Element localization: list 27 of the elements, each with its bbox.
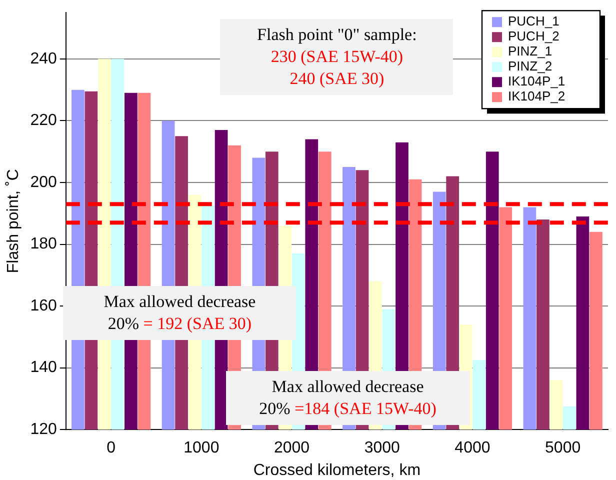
y-axis-title: Flash point, ˚C	[5, 169, 22, 274]
annotation: Max allowed decrease 20% =184 (SAE 15W-40)	[258, 376, 438, 418]
note-box: Max allowed decrease 20% =184 (SAE 15W-40)	[226, 371, 470, 426]
y-tick-label: 120	[30, 421, 57, 438]
legend-label: IK104P_2	[508, 88, 566, 104]
y-tick-label: 160	[30, 297, 57, 314]
x-tick-label: 1000	[184, 440, 220, 457]
y-tick-label: 140	[30, 359, 57, 376]
annotation: Max allowed decrease 20% = 192 (SAE 30)	[102, 290, 257, 333]
x-tick-label: 0	[106, 440, 116, 457]
x-tick-label: 4000	[454, 440, 490, 457]
annotation: Flash point "0" sample: 230 (SAE 15W-40) 240 (SAE 30)	[256, 24, 418, 90]
x-axis-title: Crossed kilometers, km	[253, 462, 421, 479]
legend-label: PUCH_1	[508, 14, 560, 29]
note-box: Flash point "0" sample: 230 (SAE 15W-40) 240 (SAE 30)	[220, 18, 454, 95]
note-box: Max allowed decrease 20% = 192 (SAE 30)	[63, 286, 296, 340]
x-tick-label: 2000	[274, 440, 310, 457]
legend-label: PINZ_2	[508, 58, 552, 74]
y-tick-label: 220	[30, 112, 57, 130]
y-tick-label: 180	[30, 236, 57, 253]
legend-label: PINZ_1	[508, 44, 552, 59]
y-tick-label: 200	[30, 174, 57, 191]
y-tick-label: 240	[30, 50, 57, 68]
x-tick-label: 5000	[545, 440, 581, 457]
x-tick-label: 3000	[364, 440, 400, 457]
legend-label: IK104P_1	[508, 74, 566, 89]
legend-label: PUCH_2	[508, 28, 560, 44]
